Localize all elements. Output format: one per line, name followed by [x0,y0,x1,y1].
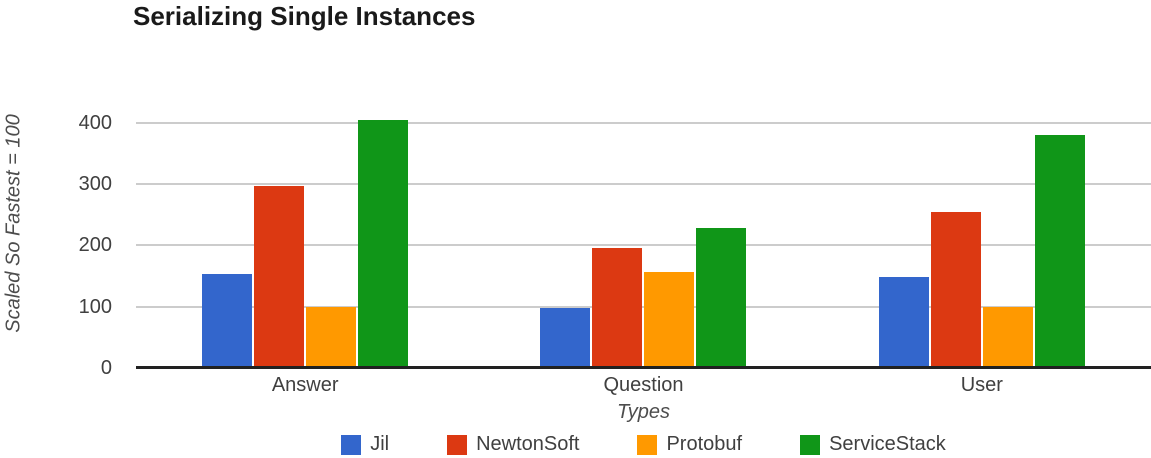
legend-item-jil: Jil [341,433,389,456]
legend-item-servicestack: ServiceStack [800,433,946,456]
x-axis-title: Types [617,401,670,423]
bar-servicestack-question[interactable] [696,228,747,368]
y-tick-400: 400 [78,111,112,134]
category-label-answer: Answer [271,374,339,396]
bar-jil-question[interactable] [540,307,591,368]
bar-newtonsoft-user[interactable] [930,212,981,368]
bar-servicestack-user[interactable] [1034,134,1085,368]
bar-protobuf-question[interactable] [644,271,695,368]
bar-jil-answer[interactable] [202,273,253,368]
bar-servicestack-answer[interactable] [358,120,409,368]
gridline-200 [136,244,1151,247]
bar-jil-user[interactable] [878,277,929,368]
bar-group-answer [136,90,474,368]
gridline-100 [136,305,1151,308]
plot-area [136,90,1151,369]
legend-item-protobuf: Protobuf [637,433,742,456]
chart-title: Serializing Single Instances [133,1,476,31]
y-tick-0: 0 [100,357,112,379]
legend-swatch-jil [341,434,362,455]
y-tick-100: 100 [78,295,112,318]
x-axis-category-labels: Answer Question User [136,374,1151,397]
bar-protobuf-answer[interactable] [306,306,357,368]
y-tick-200: 200 [78,234,112,257]
legend-swatch-servicestack [800,434,821,455]
legend-swatch-newtonsoft [447,434,468,455]
legend-label-servicestack: ServiceStack [829,433,946,455]
category-label-question: Question [603,374,684,396]
bar-group-user [813,90,1151,368]
bar-protobuf-user[interactable] [982,306,1033,368]
legend-item-newtonsoft: NewtonSoft [447,433,579,456]
x-axis-line [136,366,1151,369]
legend-label-protobuf: Protobuf [666,433,743,455]
gridline-300 [136,182,1151,185]
y-tick-300: 300 [78,172,112,195]
bar-group-question [474,90,812,368]
bar-newtonsoft-question[interactable] [592,248,643,368]
bar-groups [136,90,1151,368]
legend-label-newtonsoft: NewtonSoft [476,433,580,455]
legend: Jil NewtonSoft Protobuf ServiceStack [136,433,1151,456]
category-label-user: User [960,374,1003,396]
legend-label-jil: Jil [370,433,390,455]
gridline-400 [136,121,1151,124]
bar-newtonsoft-answer[interactable] [254,185,305,368]
legend-swatch-protobuf [637,434,658,455]
y-axis-title: Scaled So Fastest = 100 [2,114,25,333]
